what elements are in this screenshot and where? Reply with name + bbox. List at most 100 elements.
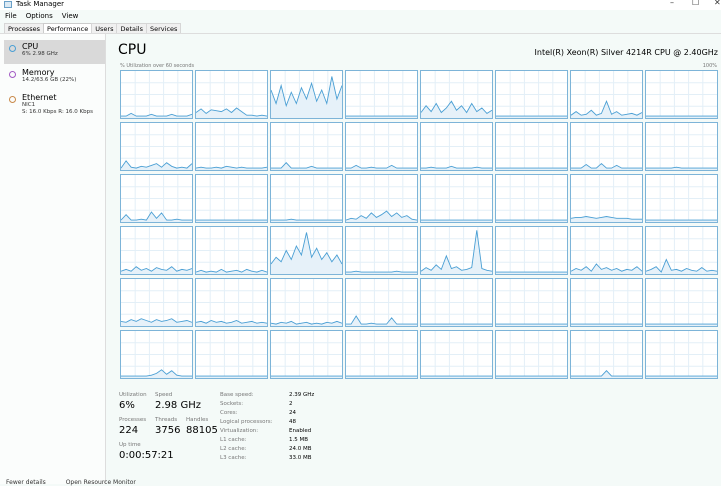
threads-label: Threads xyxy=(155,417,178,423)
fewer-details-link[interactable]: Fewer details xyxy=(6,479,46,486)
tab-services[interactable]: Services xyxy=(146,23,182,33)
core-area xyxy=(571,264,642,274)
core-area xyxy=(121,113,192,118)
sidebar-item-label: Ethernet xyxy=(22,93,57,102)
core-graph-16 xyxy=(120,174,193,223)
core-graph-9 xyxy=(195,122,268,171)
core-area xyxy=(496,168,567,170)
sidebar-item-ethernet[interactable]: Ethernet NIC1 S: 16.0 Kbps R: 16.0 Kbps xyxy=(4,91,105,121)
core-graph-35 xyxy=(345,278,418,327)
core-line xyxy=(121,160,192,169)
cpu-circle-icon xyxy=(9,45,16,52)
speed-value: 2.98 GHz xyxy=(155,400,201,411)
core-graph-3 xyxy=(345,70,418,119)
menu-view[interactable]: View xyxy=(61,12,79,20)
core-graph-17 xyxy=(195,174,268,223)
core-area xyxy=(121,212,192,222)
core-line xyxy=(271,76,342,108)
sidebar-item-sub2: S: 16.0 Kbps R: 16.0 Kbps xyxy=(22,109,93,115)
page-title: CPU xyxy=(118,42,147,58)
core-graph-41 xyxy=(195,330,268,379)
handles-value: 88105 xyxy=(186,425,218,436)
open-resource-monitor-link[interactable]: Open Resource Monitor xyxy=(65,479,136,486)
core-line xyxy=(271,218,342,221)
core-graph-29 xyxy=(495,226,568,275)
core-area xyxy=(271,162,342,170)
core-line xyxy=(196,107,267,117)
core-line xyxy=(421,100,492,114)
core-graph-28 xyxy=(420,226,493,275)
core-graph-47 xyxy=(645,330,718,379)
spec-label: Cores: xyxy=(220,410,238,416)
core-graph-33 xyxy=(195,278,268,327)
core-area xyxy=(271,219,342,222)
core-line xyxy=(421,230,492,272)
core-graph-11 xyxy=(345,122,418,171)
maximize-button[interactable]: ☐ xyxy=(692,0,700,7)
handles-label: Handles xyxy=(186,417,209,423)
core-area xyxy=(646,167,717,170)
core-line xyxy=(571,216,642,220)
core-graph-2 xyxy=(270,70,343,119)
tab-processes[interactable]: Processes xyxy=(4,23,45,33)
close-button[interactable]: ✕ xyxy=(714,0,721,7)
core-area xyxy=(646,116,717,118)
graph-max-label: 100% xyxy=(702,63,717,69)
core-line xyxy=(121,266,192,272)
core-graph-1 xyxy=(195,70,268,119)
core-line xyxy=(121,112,192,117)
core-area xyxy=(496,376,567,378)
core-graph-14 xyxy=(570,122,643,171)
core-graph-5 xyxy=(495,70,568,119)
core-graph-39 xyxy=(645,278,718,327)
core-graph-12 xyxy=(420,122,493,171)
core-graph-25 xyxy=(195,226,268,275)
menu-bar: File Options View xyxy=(0,12,82,22)
core-area xyxy=(646,259,717,274)
spec-value: 2 xyxy=(289,401,293,407)
core-graph-21 xyxy=(495,174,568,223)
spec-value: 24 xyxy=(289,410,296,416)
core-graph-34 xyxy=(270,278,343,327)
core-area xyxy=(346,376,417,378)
sidebar-item-sub: NIC1 xyxy=(22,102,36,108)
core-area xyxy=(271,376,342,378)
spec-value: 2.39 GHz xyxy=(289,392,315,398)
core-line xyxy=(346,270,417,273)
core-graph-22 xyxy=(570,174,643,223)
core-graph-45 xyxy=(495,330,568,379)
tab-details[interactable]: Details xyxy=(116,23,147,33)
minimize-button[interactable]: – xyxy=(670,0,674,7)
core-area xyxy=(646,324,717,326)
core-line xyxy=(346,315,417,325)
core-line xyxy=(121,211,192,221)
core-area xyxy=(196,166,267,170)
ethernet-circle-icon xyxy=(9,96,16,103)
core-graph-43 xyxy=(345,330,418,379)
core-area xyxy=(496,116,567,118)
core-line xyxy=(196,165,267,169)
core-graph-23 xyxy=(645,174,718,223)
core-graph-24 xyxy=(120,226,193,275)
core-line xyxy=(571,370,642,377)
spec-value: Enabled xyxy=(289,428,312,434)
core-graph-18 xyxy=(270,174,343,223)
core-area xyxy=(571,101,642,118)
core-graph-37 xyxy=(495,278,568,327)
menu-file[interactable]: File xyxy=(5,12,17,20)
sidebar-item-memory[interactable]: Memory 14.2/63.6 GB (22%) xyxy=(4,66,105,90)
core-area xyxy=(571,324,642,326)
core-area xyxy=(571,370,642,378)
core-graph-38 xyxy=(570,278,643,327)
menu-options[interactable]: Options xyxy=(25,12,53,20)
tab-performance[interactable]: Performance xyxy=(43,23,93,33)
sidebar-item-cpu[interactable]: CPU 6% 2.98 GHz xyxy=(4,40,105,64)
core-graph-8 xyxy=(120,122,193,171)
uptime-label: Up time xyxy=(119,442,141,448)
uptime-value: 0:00:57:21 xyxy=(119,450,174,461)
core-line xyxy=(646,258,717,273)
tab-users[interactable]: Users xyxy=(91,23,118,33)
spec-value: 24.0 MB xyxy=(289,446,312,452)
footer: Fewer details Open Resource Monitor xyxy=(6,479,154,486)
core-area xyxy=(421,230,492,274)
